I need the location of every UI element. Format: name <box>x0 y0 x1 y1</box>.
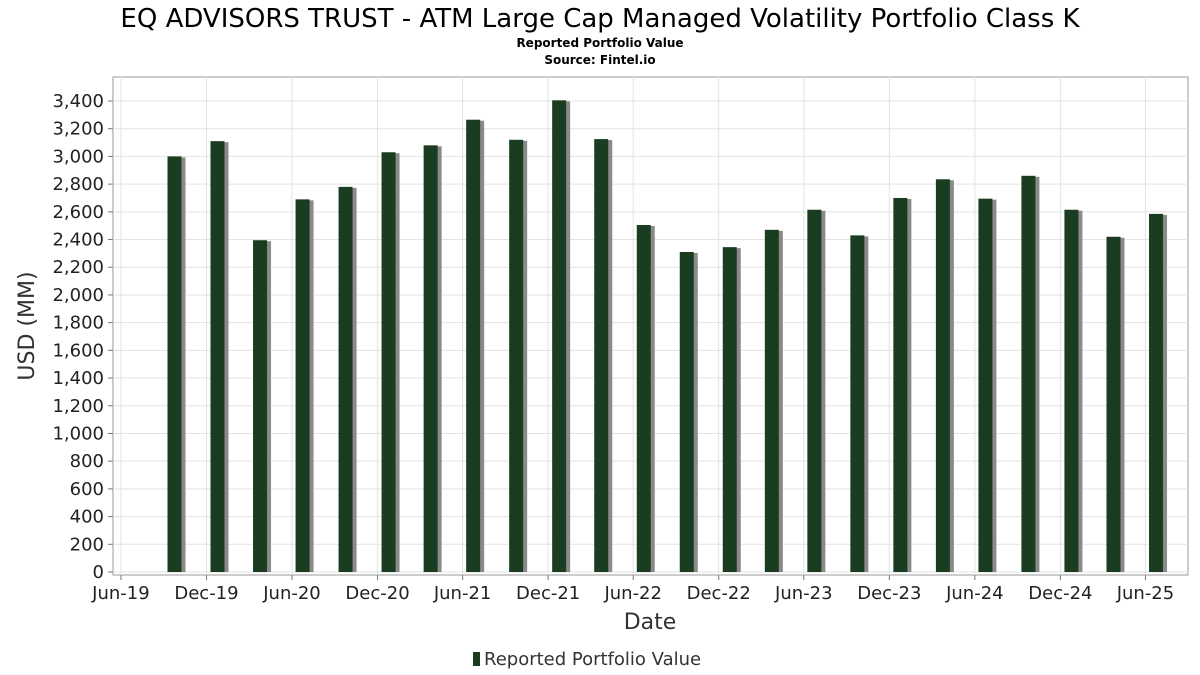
y-tick-label: 1,000 <box>52 423 104 444</box>
bar <box>679 251 694 572</box>
bar <box>935 179 950 573</box>
bar <box>167 156 182 573</box>
chart-title: EQ ADVISORS TRUST - ATM Large Cap Manage… <box>120 4 1080 34</box>
bar <box>978 198 993 572</box>
bar <box>893 197 908 572</box>
y-tick-label: 1,200 <box>52 396 104 417</box>
bar <box>552 100 567 573</box>
y-tick-label: 2,000 <box>52 285 104 306</box>
y-tick-label: 1,400 <box>52 368 104 389</box>
y-tick-label: 1,800 <box>52 313 104 334</box>
bar <box>764 229 779 573</box>
y-tick-label: 3,000 <box>52 146 104 167</box>
bar <box>850 235 865 572</box>
x-tick-label: Jun-23 <box>774 583 833 604</box>
y-tick-label: 3,400 <box>52 91 104 112</box>
y-tick-label: 600 <box>70 479 104 500</box>
legend-label: Reported Portfolio Value <box>484 649 701 670</box>
x-tick-label: Dec-19 <box>174 583 238 604</box>
bar <box>423 145 438 572</box>
y-tick-label: 400 <box>70 507 104 528</box>
bar <box>1064 209 1079 572</box>
x-tick-label: Dec-24 <box>1028 583 1092 604</box>
y-axis: 0 200 400 600 800 1,000 1,200 1,400 1,600 1,800 2,… <box>52 91 113 583</box>
x-tick-label: Jun-24 <box>945 583 1004 604</box>
bar <box>253 240 268 573</box>
y-tick-label: 2,400 <box>52 230 104 251</box>
y-tick-label: 2,600 <box>52 202 104 223</box>
bar <box>807 209 822 572</box>
x-tick-label: Dec-21 <box>516 583 580 604</box>
bar <box>1021 175 1036 572</box>
x-tick-label: Dec-20 <box>345 583 409 604</box>
legend: Reported Portfolio Value <box>473 649 701 670</box>
bar <box>210 141 225 572</box>
bars <box>167 100 1168 573</box>
chart-source: Source: Fintel.io <box>544 53 655 67</box>
x-tick-label: Dec-23 <box>857 583 921 604</box>
bar <box>295 199 310 572</box>
x-axis-label: Date <box>624 610 677 635</box>
y-tick-label: 2,800 <box>52 174 104 195</box>
bar <box>466 119 481 572</box>
y-axis-label: USD (MM) <box>15 271 40 380</box>
y-tick-label: 2,200 <box>52 257 104 278</box>
bar <box>1106 236 1121 572</box>
y-tick-label: 800 <box>70 451 104 472</box>
y-tick-label: 1,600 <box>52 340 104 361</box>
bar <box>338 186 353 572</box>
x-tick-label: Jun-25 <box>1116 583 1175 604</box>
bar <box>381 152 396 572</box>
x-axis: Jun-19 Dec-19 Jun-20 Dec-20 Jun-21 Dec-21 Jun-… <box>91 575 1174 604</box>
bar <box>722 247 737 572</box>
x-tick-label: Dec-22 <box>687 583 751 604</box>
x-tick-label: Jun-21 <box>433 583 492 604</box>
y-tick-label: 3,200 <box>52 119 104 140</box>
y-tick-label: 200 <box>70 534 104 555</box>
x-tick-label: Jun-22 <box>603 583 662 604</box>
y-tick-label: 0 <box>93 562 104 583</box>
bar <box>594 139 609 572</box>
chart-subtitle: Reported Portfolio Value <box>516 36 683 50</box>
bar <box>509 139 524 572</box>
x-tick-label: Jun-19 <box>91 583 150 604</box>
bar <box>636 224 651 572</box>
bar <box>1149 213 1164 572</box>
x-tick-label: Jun-20 <box>262 583 321 604</box>
legend-swatch <box>473 652 480 666</box>
